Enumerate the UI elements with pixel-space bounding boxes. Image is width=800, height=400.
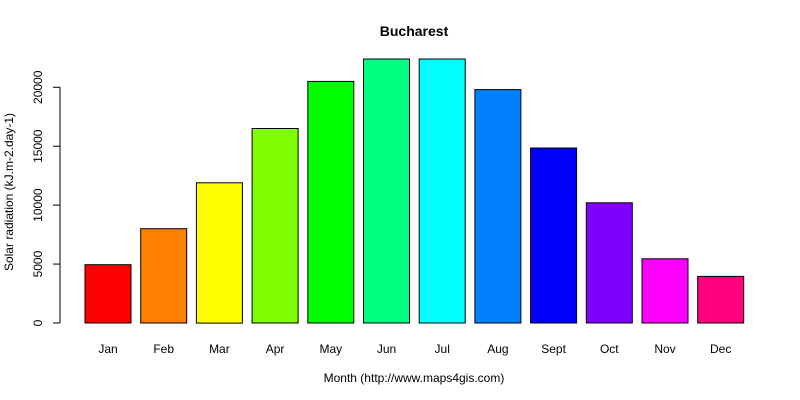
y-tick-label: 10000 bbox=[31, 188, 45, 222]
y-tick-label: 5000 bbox=[31, 250, 45, 277]
bar-mar bbox=[195, 182, 243, 324]
chart-title: Bucharest bbox=[380, 23, 449, 39]
bar-oct bbox=[585, 202, 633, 324]
bar-jul bbox=[418, 58, 466, 324]
x-axis-label: Month (http://www.maps4gis.com) bbox=[324, 371, 505, 385]
bar-may bbox=[307, 80, 355, 324]
y-tick-label: 20000 bbox=[31, 70, 45, 104]
x-tick-label: Feb bbox=[153, 342, 174, 356]
bar-aug bbox=[474, 89, 522, 324]
x-tick-label: Jul bbox=[435, 342, 450, 356]
x-tick-label: Oct bbox=[600, 342, 619, 356]
y-tick-label: 0 bbox=[31, 319, 45, 326]
x-tick-label: May bbox=[319, 342, 342, 356]
x-tick-label: Nov bbox=[654, 342, 675, 356]
bar-apr bbox=[251, 128, 299, 324]
bar-nov bbox=[641, 258, 689, 324]
bar-jan bbox=[84, 264, 132, 324]
bar-sept bbox=[530, 147, 578, 324]
bar-jun bbox=[363, 58, 410, 324]
y-axis-label: Solar radiation (kJ.m-2.day-1) bbox=[2, 113, 16, 271]
x-tick-label: Mar bbox=[209, 342, 230, 356]
x-tick-label: Sept bbox=[541, 342, 566, 356]
x-tick-label: Dec bbox=[710, 342, 731, 356]
x-tick-label: Aug bbox=[487, 342, 508, 356]
y-tick-label: 15000 bbox=[31, 129, 45, 163]
x-axis-labels: Jan Feb Mar Apr May Jun Jul Aug Sept Oct Nov Dec bbox=[98, 342, 731, 356]
bar-feb bbox=[140, 228, 188, 324]
y-axis: 0 5000 10000 15000 20000 bbox=[31, 70, 61, 326]
x-tick-label: Jun bbox=[377, 342, 396, 356]
bars bbox=[84, 58, 745, 324]
bar-dec bbox=[697, 275, 745, 324]
x-tick-label: Jan bbox=[98, 342, 117, 356]
x-tick-label: Apr bbox=[266, 342, 285, 356]
